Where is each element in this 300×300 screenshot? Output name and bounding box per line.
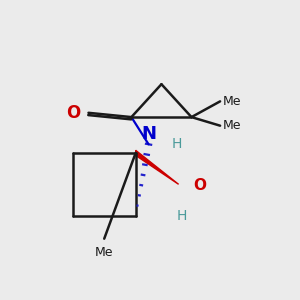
Text: H: H: [176, 209, 187, 223]
Text: H: H: [172, 137, 182, 151]
Text: O: O: [193, 178, 206, 193]
Text: Me: Me: [223, 95, 242, 108]
Text: Me: Me: [223, 119, 242, 132]
Text: O: O: [66, 104, 80, 122]
Text: Me: Me: [95, 246, 113, 259]
Text: N: N: [141, 125, 156, 143]
Polygon shape: [136, 150, 178, 184]
